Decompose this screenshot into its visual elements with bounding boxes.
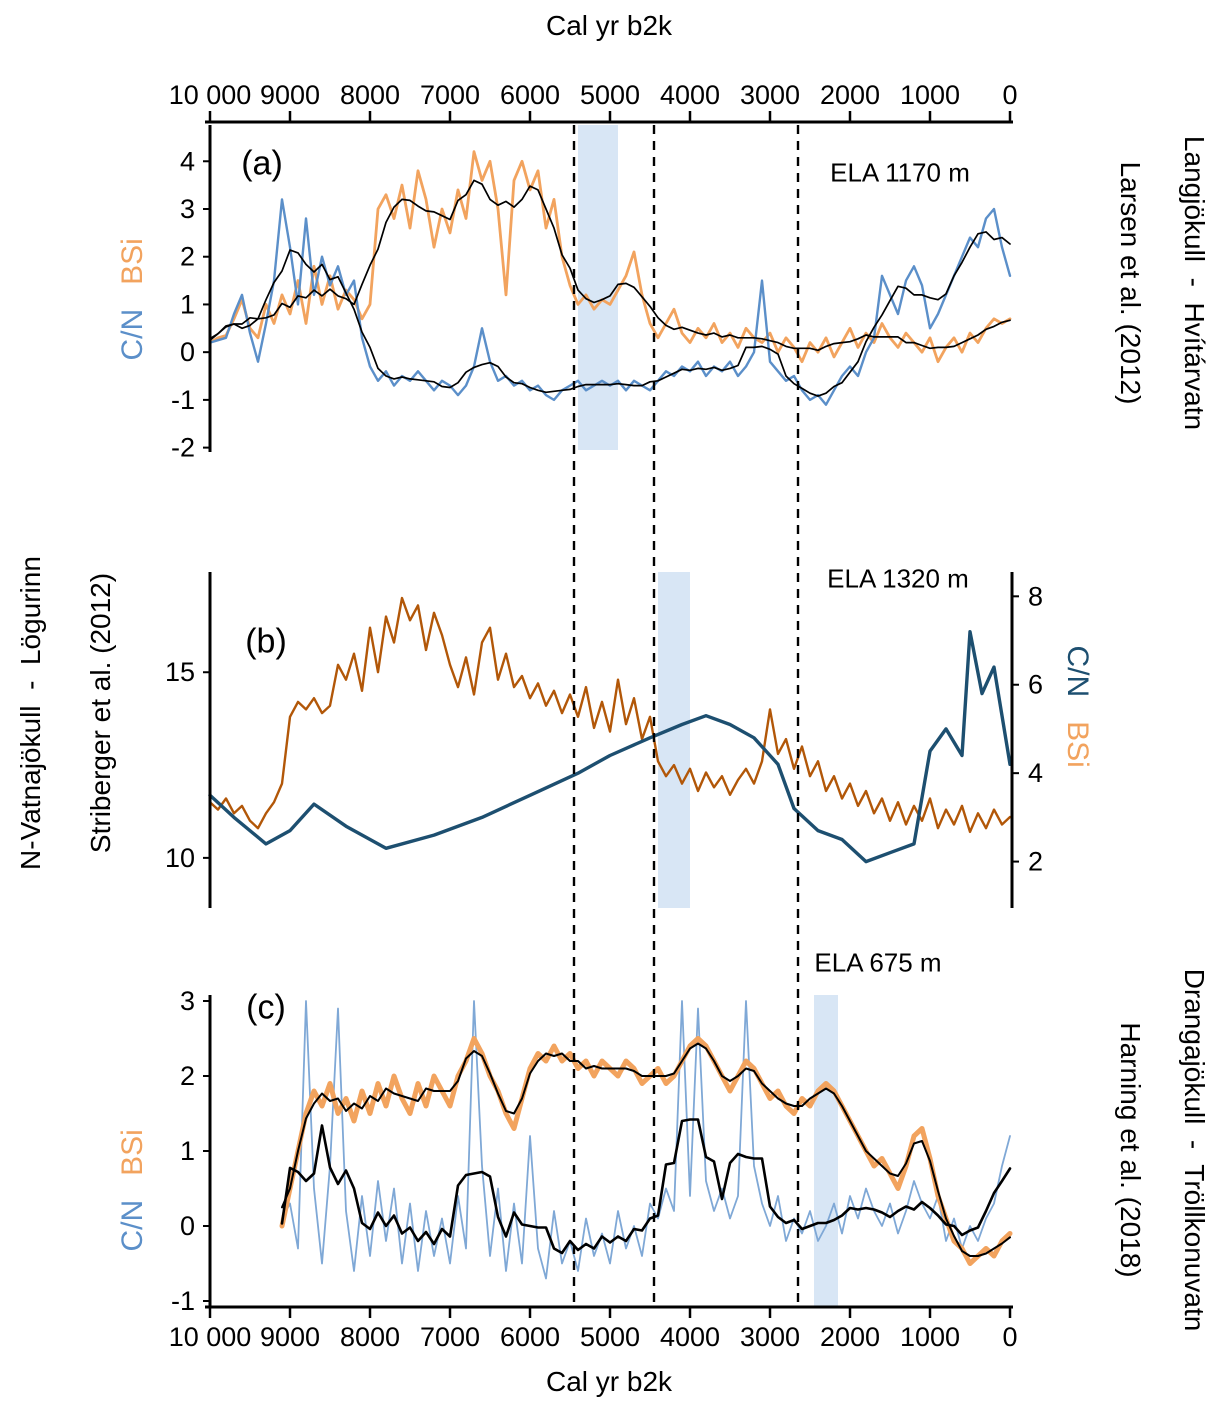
smoothed-bsi-c [281,1042,1011,1257]
smoothed-bsi-a [209,179,1011,352]
panel-c-cn-axis-label: C/N [116,1199,149,1252]
panel-a-site-label: Langjökull - Hvítárvatn [1179,135,1210,431]
bottom-x-tick-label: 1000 [900,1322,960,1352]
panel-c-y-tick-label: 2 [180,1061,195,1091]
panel-a-ref-label: Larsen et al. (2012) [1115,161,1146,405]
panel-c-bsi-axis-label: BSi [116,1129,149,1176]
panel-b-ela-label: ELA 1320 m [827,563,969,594]
panel-b-letter: (b) [245,622,287,661]
panel-b-right-y-tick-label: 6 [1028,670,1043,700]
panel-c-letter: (c) [246,988,286,1027]
shaded-event-band-b [658,572,690,908]
panel-c-y-tick-label: -1 [171,1286,195,1316]
panel-a-y-tick-label: -2 [171,433,195,463]
panel-a-y-tick-label: 4 [180,146,195,176]
panel-a-ela-label: ELA 1170 m [830,157,970,188]
top-x-tick-label: 1000 [900,80,960,110]
panel-b-left-y-tick-label: 15 [165,657,195,687]
top-x-tick-label: 9000 [260,80,320,110]
panel-c-y-tick-label: 1 [180,1136,195,1166]
top-x-tick-label: 4000 [660,80,720,110]
shaded-event-band-a [578,125,618,450]
panel-b-cn-axis-label: C/N [1061,645,1094,698]
panel-c-ela-label: ELA 675 m [814,947,942,978]
smoothed-cn-a [209,231,1011,397]
panel-a-y-tick-label: -1 [171,385,195,415]
panel-c-y-tick-label: 3 [180,986,195,1016]
panel-b-left-y-tick-label: 10 [165,843,195,873]
bottom-x-tick-label: 3000 [740,1322,800,1352]
panel-a-axis-legend: C/N BSi [82,238,184,394]
bottom-x-tick-label: 4000 [660,1322,720,1352]
panel-b-axis-legend: C/N BSi [1026,612,1128,768]
panel-a-y-tick-label: 3 [180,194,195,224]
panel-a-y-tick-label: 2 [180,242,195,272]
panel-c-ref-label: Harning et al. (2018) [1115,1022,1146,1278]
panel-b-bsi-axis-label: BSi [1061,721,1094,768]
series-cn-b [208,630,1012,864]
panel-b-ref-label: Striberger et al. (2012) [85,572,116,854]
bottom-x-tick-label: 6000 [500,1322,560,1352]
top-x-tick-label: 0 [1002,80,1017,110]
top-axis-title: Cal yr b2k [545,10,673,41]
panel-b-right-y-tick-label: 8 [1028,581,1043,611]
panel-b-right-y-tick-label: 2 [1028,847,1043,877]
bottom-x-tick-label: 2000 [820,1322,880,1352]
top-x-tick-label: 2000 [820,80,880,110]
panel-a-cn-axis-label: C/N [116,308,149,361]
panel-b-right-y-tick-label: 4 [1028,758,1043,788]
top-x-tick-label: 6000 [500,80,560,110]
bottom-x-tick-label: 5000 [580,1322,640,1352]
top-x-tick-label: 8000 [340,80,400,110]
smoothed-cn-c [280,1118,1012,1255]
series-bsi-b [208,596,1012,834]
panel-a-y-tick-label: 1 [180,289,195,319]
panel-a-letter: (a) [241,144,283,183]
panel-b-site-label: N-Vatnajökull - Lögurinn [15,556,46,870]
top-x-tick-label: 5000 [580,80,640,110]
series-cn-c [281,1000,1011,1280]
panel-a-y-tick-label: 0 [180,337,195,367]
bottom-x-tick-label: 8000 [340,1322,400,1352]
top-x-tick-label: 10 000 [169,80,252,110]
top-x-tick-label: 3000 [740,80,800,110]
panel-c-axis-legend: C/N BSi [82,1129,184,1285]
panel-c-y-tick-label: 0 [180,1211,195,1241]
bottom-x-tick-label: 0 [1002,1322,1017,1352]
panel-a-bsi-axis-label: BSi [116,238,149,285]
bottom-x-tick-label: 7000 [420,1322,480,1352]
shaded-event-band-c [814,995,838,1307]
bottom-x-tick-label: 10 000 [169,1322,252,1352]
bottom-axis-title: Cal yr b2k [545,1366,673,1397]
bottom-x-tick-label: 9000 [260,1322,320,1352]
panel-c-site-label: Drangajökull - Tröllkonuvatn [1179,968,1210,1332]
series-cn-a [208,198,1012,406]
top-x-tick-label: 7000 [420,80,480,110]
